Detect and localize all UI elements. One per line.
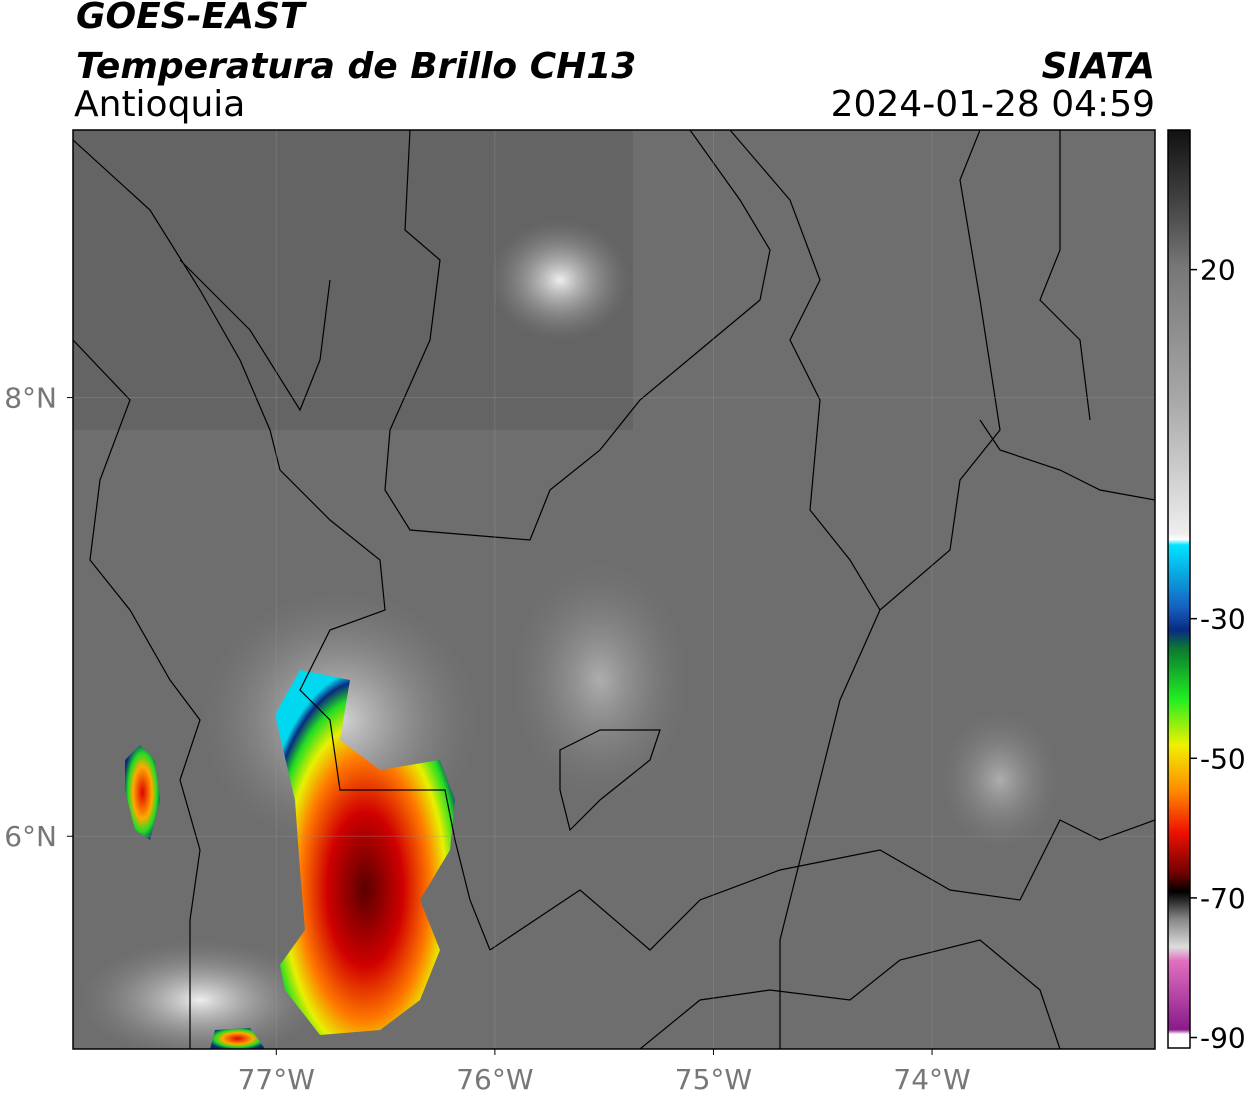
lon-label: 76°W [456,1063,533,1096]
subtitle: Temperatura de Brillo CH13 [76,46,636,87]
lon-label: 74°W [893,1063,970,1096]
lat-label: 8°N [4,382,57,415]
colorbar [1167,129,1191,1049]
colorbar-label: 20 [1200,254,1236,287]
lat-label: 6°N [4,820,57,853]
lon-label: 75°W [675,1063,752,1096]
colorbar-label: -70 [1200,882,1246,915]
datetime: 2024-01-28 04:59 [831,84,1155,125]
lon-label: 77°W [238,1063,315,1096]
colorbar-label: -30 [1200,603,1246,636]
map-frame [72,129,1156,1050]
colorbar-label: -90 [1200,1022,1246,1055]
satellite-image [73,130,1155,1049]
title: GOES-EAST [76,0,307,37]
region: Antioquia [74,84,245,125]
source: SIATA [1042,46,1155,87]
colorbar-label: -50 [1200,742,1246,775]
